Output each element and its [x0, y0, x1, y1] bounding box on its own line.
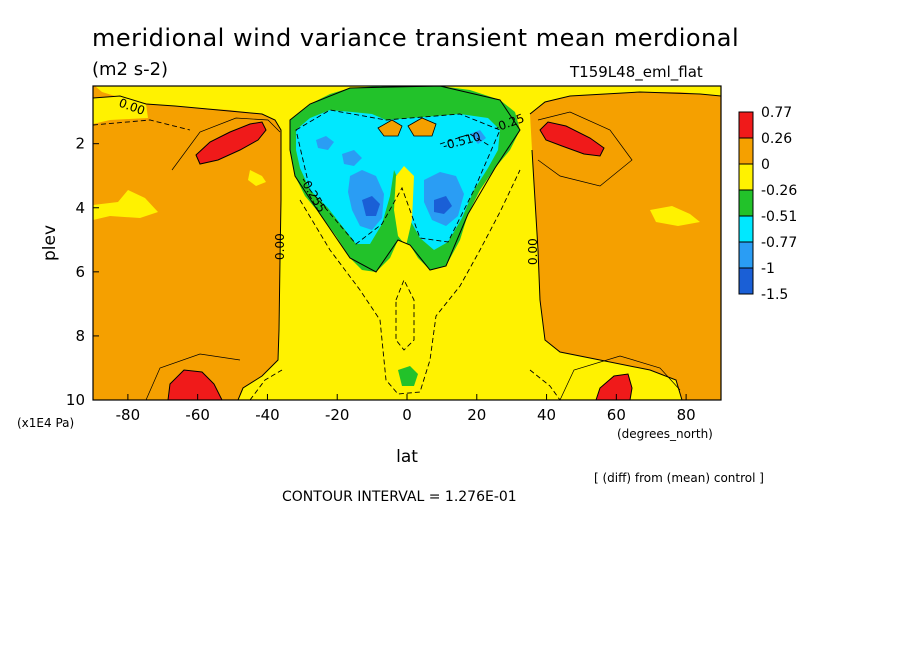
legend-swatch [738, 267, 754, 295]
contour-zero-right2 [531, 149, 683, 400]
contour-zero-right [529, 91, 721, 115]
fill-red-upper-left [195, 121, 267, 165]
contour-label: 0.00 [273, 233, 287, 260]
fill-red-lower-right [595, 373, 633, 400]
fill-deepblue-right [434, 196, 452, 214]
contour-label: 0.00 [526, 238, 540, 265]
legend-label: -0.51 [761, 209, 797, 225]
chart-units: (m2 s-2) [92, 59, 168, 80]
contour-lines [93, 86, 721, 400]
fill-yellow-left-notch2 [93, 190, 158, 220]
contour-right-1 [537, 111, 633, 187]
legend-swatch [738, 137, 754, 165]
x-tick-label: -40 [255, 406, 280, 424]
fill-deepblue-left [362, 196, 380, 216]
contour-left-1 [171, 117, 281, 171]
fill-yellow-right-notch2 [650, 206, 700, 226]
y-tick-label: 6 [75, 263, 85, 281]
x-axis-label: lat [396, 447, 418, 467]
run-label: T159L48_eml_flat [569, 63, 703, 82]
fill-orange-topspot2 [407, 117, 437, 137]
x-tick-label: 40 [537, 406, 556, 424]
fill-yellow-left-notch3 [248, 170, 266, 186]
dashed-6 [249, 369, 283, 400]
y-tick-label: 2 [75, 135, 85, 153]
y-axis-label: plev [40, 225, 60, 261]
fill-blue-small3 [470, 130, 486, 144]
contour-dashed [93, 109, 561, 400]
fill-orange-right [530, 92, 721, 400]
fill-yellow-left-notch [93, 96, 148, 124]
legend-swatch [738, 215, 754, 243]
fill-orange-left [93, 86, 281, 400]
dashed-4 [439, 133, 491, 147]
fill-green-bottom [398, 366, 418, 386]
dashed-2 [299, 169, 521, 395]
contour-fill [93, 86, 721, 400]
y-axis-unit-label: (x1E4 Pa) [17, 416, 74, 430]
x-tick-label: 60 [607, 406, 626, 424]
legend-swatch [738, 189, 754, 217]
fill-blue-small1 [316, 136, 334, 150]
legend-label: -0.77 [761, 235, 797, 251]
chart-title: meridional wind variance transient mean … [92, 24, 739, 52]
fill-yellow-stem [394, 166, 414, 246]
legend-swatch [738, 163, 754, 191]
legend-label: -1.5 [761, 287, 788, 303]
fill-yellow-right-notch [700, 86, 721, 96]
legend-label: -0.26 [761, 183, 797, 199]
x-tick-label: 80 [677, 406, 696, 424]
fill-red-upper-right [539, 121, 605, 157]
x-tick-label: -20 [325, 406, 350, 424]
legend-swatch [738, 241, 754, 269]
fill-orange-topspot [377, 119, 403, 137]
contour-left-2 [145, 353, 241, 400]
fill-red-lower-left [167, 369, 223, 400]
contour-right-2 [559, 355, 681, 400]
legend-swatch [738, 111, 754, 139]
x-tick-label: 20 [467, 406, 486, 424]
contour-interval-label: CONTOUR INTERVAL = 1.276E-01 [282, 489, 517, 505]
legend-label: 0.77 [761, 105, 792, 121]
y-axis-ticks: 2 4 6 8 10 [66, 135, 99, 409]
legend-label: -1 [761, 261, 775, 277]
y-tick-label: 10 [66, 391, 85, 409]
dashed-3 [395, 278, 415, 351]
x-axis-unit-label: (degrees_north) [617, 427, 713, 441]
x-axis-ticks: -80 -60 -40 -20 0 20 40 60 80 [116, 394, 696, 424]
x-tick-label: -60 [185, 406, 210, 424]
fill-blue-small2 [342, 150, 362, 166]
legend-label: 0 [761, 157, 770, 173]
contour-zero-left [93, 95, 282, 400]
dashed-5 [93, 119, 191, 131]
y-tick-label: 4 [75, 199, 85, 217]
x-tick-label: -80 [116, 406, 141, 424]
dashed-1 [295, 109, 501, 245]
y-tick-label: 8 [75, 327, 85, 345]
dashed-7 [529, 369, 561, 400]
legend-label: 0.26 [761, 131, 792, 147]
x-tick-label: 0 [402, 406, 412, 424]
color-legend: 0.77 0.26 0 -0.26 -0.51 -0.77 -1 -1.5 [738, 105, 797, 303]
diff-note: [ (diff) from (mean) control ] [594, 471, 764, 485]
